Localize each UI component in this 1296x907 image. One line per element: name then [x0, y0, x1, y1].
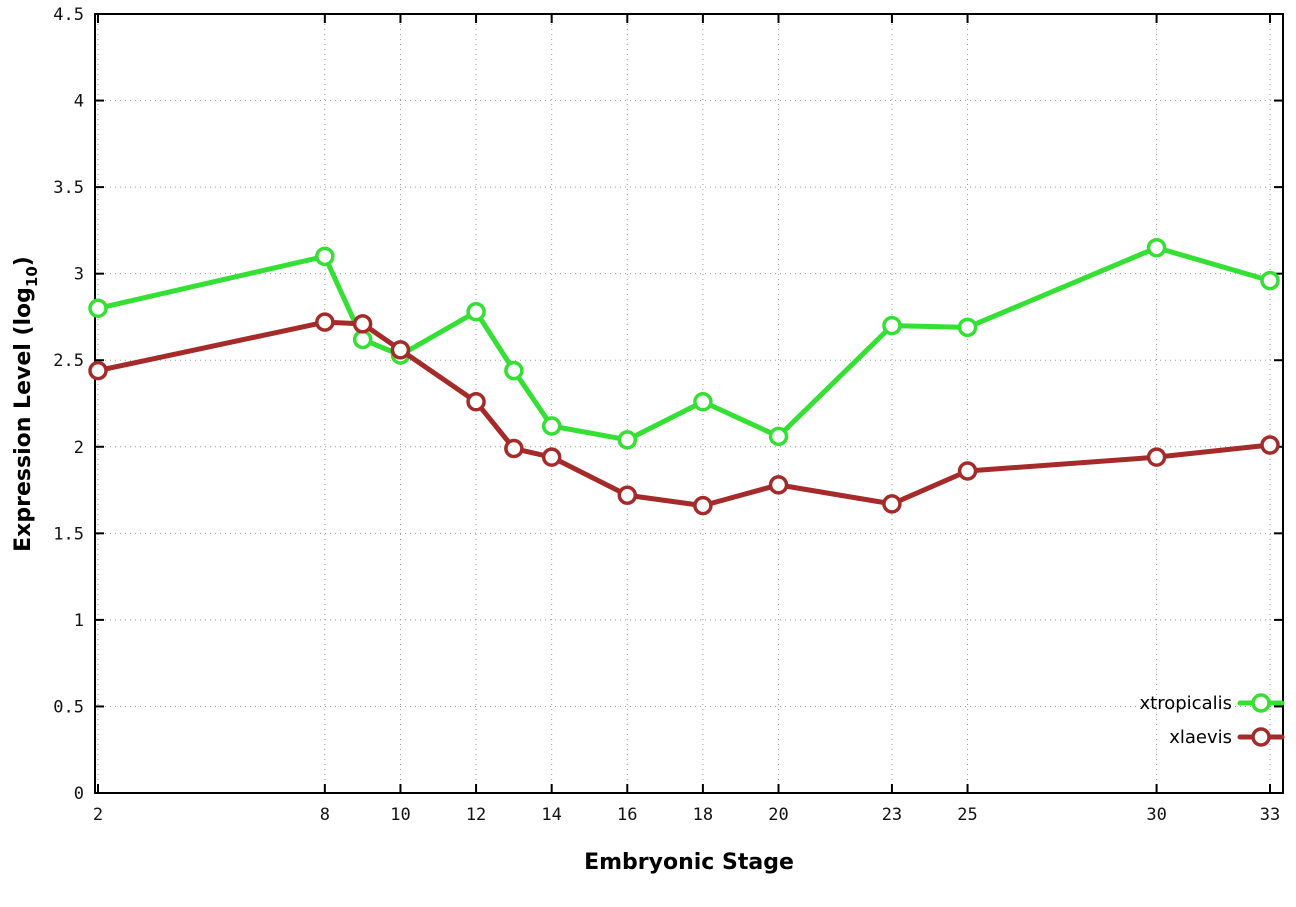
data-point-xtropicalis [617, 430, 638, 450]
data-point-xlaevis [882, 494, 902, 514]
series-line-xtropicalis [95, 245, 1273, 443]
data-point-xlaevis [352, 314, 373, 334]
y-tick-label: 2 [74, 438, 84, 458]
data-point-xtropicalis [504, 360, 524, 381]
data-point-xtropicalis [768, 426, 789, 447]
x-tick-label: 16 [617, 805, 637, 825]
x-tick-label: 12 [466, 805, 486, 825]
data-point-xtropicalis [882, 315, 902, 336]
data-point-xtropicalis [693, 392, 713, 412]
x-tick-label: 14 [541, 805, 561, 825]
y-axis-title: Expression Level (log10) [11, 256, 41, 552]
y-tick-label: 0.5 [53, 697, 84, 717]
data-point-xlaevis [466, 392, 486, 412]
y-tick-label: 3.5 [53, 178, 84, 198]
data-point-xtropicalis [352, 329, 373, 350]
data-point-xtropicalis [541, 416, 562, 436]
y-tick-label: 3 [74, 265, 84, 285]
x-tick-label: 23 [882, 805, 902, 825]
plot-border [94, 13, 1284, 794]
x-tick-label: 30 [1146, 805, 1166, 825]
legend-marker-sample [1251, 693, 1271, 713]
data-point-xlaevis [1146, 447, 1167, 467]
data-point-xtropicalis [1260, 270, 1280, 291]
y-axis-title-close: ) [11, 256, 36, 266]
data-point-xtropicalis [1146, 237, 1167, 258]
x-axis-title: Embryonic Stage [584, 850, 794, 875]
y-tick-label: 2.5 [53, 351, 84, 371]
y-axis-title-main: Expression Level (log [11, 287, 36, 552]
y-tick-label: 4 [74, 92, 84, 112]
x-tick-label: 10 [390, 805, 410, 825]
data-point-xlaevis [768, 475, 789, 495]
y-tick-label: 1 [74, 611, 84, 631]
y-axis-title-subscript: 10 [23, 266, 41, 287]
y-tick-label: 4.5 [53, 5, 84, 25]
data-point-xtropicalis [957, 317, 978, 338]
series-layer [88, 237, 1280, 516]
data-point-xtropicalis [88, 298, 108, 319]
x-tick-label: 18 [693, 805, 713, 825]
data-point-xlaevis [88, 360, 108, 381]
axis-layer: 2 8 10 12 14 16 18 20 23 25 30 33 0 0.5 1 1.5 2 2.5 3 3.5 4 4… [53, 5, 1284, 825]
data-point-xlaevis [390, 340, 411, 360]
x-tick-label: 33 [1260, 805, 1280, 825]
data-point-xlaevis [693, 495, 713, 516]
data-point-xlaevis [1260, 435, 1280, 455]
x-tick-label: 20 [768, 805, 788, 825]
data-point-xlaevis [541, 447, 562, 467]
legend-entry-xlaevis: xlaevis [1169, 727, 1285, 748]
x-tick-label: 25 [957, 805, 977, 825]
legend-layer: xtropicalis xlaevis [1140, 693, 1285, 748]
data-point-xtropicalis [466, 302, 486, 322]
legend-marker-sample [1251, 727, 1271, 747]
x-tick-label: 2 [93, 805, 103, 825]
data-point-xlaevis [957, 461, 978, 481]
legend-label-xtropicalis: xtropicalis [1140, 693, 1232, 714]
legend-label-xlaevis: xlaevis [1169, 727, 1232, 748]
x-tick-label: 8 [320, 805, 330, 825]
y-tick-label: 0 [74, 784, 84, 804]
legend-entry-xtropicalis: xtropicalis [1140, 693, 1285, 714]
data-point-xtropicalis [315, 246, 335, 267]
data-point-xlaevis [315, 312, 335, 332]
y-tick-label: 1.5 [53, 524, 84, 544]
grid-layer [95, 13, 1283, 794]
data-point-xlaevis [617, 485, 638, 505]
data-point-xlaevis [504, 438, 524, 459]
